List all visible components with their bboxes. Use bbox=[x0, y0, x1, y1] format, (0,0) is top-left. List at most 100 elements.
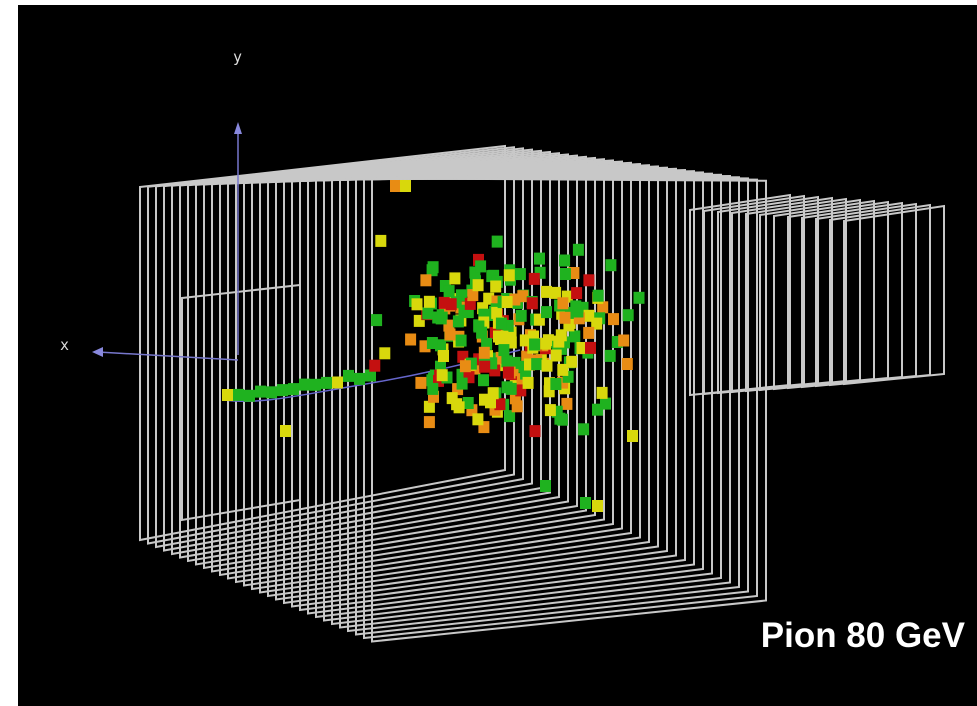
hit bbox=[557, 364, 568, 376]
hit bbox=[593, 290, 604, 302]
hit bbox=[541, 286, 552, 298]
hit bbox=[560, 312, 571, 324]
hit bbox=[545, 404, 556, 416]
hit bbox=[412, 298, 423, 310]
hit bbox=[424, 416, 435, 428]
hit bbox=[478, 374, 489, 386]
hit bbox=[540, 480, 551, 492]
hit bbox=[496, 318, 507, 330]
hit bbox=[515, 268, 526, 280]
hit bbox=[479, 394, 490, 406]
x-axis-label: x bbox=[60, 336, 69, 354]
hit bbox=[453, 315, 464, 327]
hit bbox=[310, 379, 321, 391]
hit bbox=[437, 369, 448, 381]
hit bbox=[332, 377, 343, 389]
hit bbox=[569, 330, 580, 342]
hit bbox=[583, 327, 594, 339]
hit bbox=[266, 386, 277, 398]
hit bbox=[369, 360, 380, 372]
hit bbox=[502, 296, 513, 308]
hit bbox=[559, 255, 570, 267]
hit bbox=[390, 180, 401, 192]
hit bbox=[608, 313, 619, 325]
hit bbox=[446, 298, 457, 310]
hit bbox=[570, 300, 581, 312]
hit bbox=[491, 307, 502, 319]
hit bbox=[438, 350, 449, 362]
hit bbox=[473, 279, 484, 291]
hit bbox=[444, 285, 455, 297]
hit bbox=[379, 347, 390, 359]
hit bbox=[371, 314, 382, 326]
hit bbox=[479, 347, 490, 359]
hit bbox=[427, 383, 438, 395]
hit bbox=[580, 497, 591, 509]
hit bbox=[561, 398, 572, 410]
hit bbox=[321, 377, 332, 389]
hit bbox=[592, 404, 603, 416]
hit bbox=[534, 253, 545, 265]
hit bbox=[299, 379, 310, 391]
hit bbox=[527, 297, 538, 309]
hit bbox=[578, 423, 589, 435]
hit bbox=[460, 360, 471, 372]
y-axis-label: y bbox=[233, 48, 242, 66]
hit bbox=[288, 383, 299, 395]
hit bbox=[529, 339, 540, 351]
event-display: y x Pion 80 GeV bbox=[0, 0, 977, 706]
hit bbox=[573, 244, 584, 256]
hit bbox=[255, 386, 266, 398]
hit bbox=[233, 389, 244, 401]
hit bbox=[605, 259, 616, 271]
hit bbox=[447, 392, 458, 404]
hit bbox=[560, 268, 571, 280]
hit bbox=[420, 274, 431, 286]
hit bbox=[540, 338, 551, 350]
hit bbox=[422, 307, 433, 319]
hit bbox=[497, 331, 508, 343]
hit bbox=[627, 430, 638, 442]
hit bbox=[449, 272, 460, 284]
hit bbox=[541, 306, 552, 318]
hit bbox=[583, 274, 594, 286]
hit bbox=[504, 269, 515, 281]
hit bbox=[597, 387, 608, 399]
hit bbox=[479, 361, 490, 373]
hit bbox=[622, 358, 633, 370]
hit bbox=[277, 384, 288, 396]
hit bbox=[529, 273, 540, 285]
hit bbox=[472, 413, 483, 425]
hit bbox=[354, 373, 365, 385]
hit bbox=[550, 378, 561, 390]
hit bbox=[554, 413, 565, 425]
hit bbox=[494, 398, 505, 410]
hit bbox=[605, 350, 616, 362]
hit bbox=[506, 383, 517, 395]
hit bbox=[457, 378, 468, 390]
hit bbox=[405, 334, 416, 346]
hit bbox=[531, 358, 542, 370]
hit bbox=[445, 329, 456, 341]
hit bbox=[432, 312, 443, 324]
hit bbox=[512, 400, 523, 412]
hit bbox=[490, 281, 501, 293]
hit bbox=[280, 425, 291, 437]
hit bbox=[498, 344, 509, 356]
hit bbox=[492, 236, 503, 248]
hit bbox=[415, 377, 426, 389]
hit bbox=[427, 337, 438, 349]
hit bbox=[523, 377, 534, 389]
hit bbox=[585, 342, 596, 354]
hit bbox=[517, 290, 528, 302]
hit bbox=[634, 292, 645, 304]
hit bbox=[424, 296, 435, 308]
hit bbox=[557, 297, 568, 309]
hit bbox=[476, 327, 487, 339]
caption: Pion 80 GeV bbox=[761, 616, 966, 655]
hit bbox=[542, 360, 553, 372]
hit bbox=[623, 309, 634, 321]
hit bbox=[222, 389, 233, 401]
hit bbox=[516, 310, 527, 322]
page: y x Pion 80 GeV (() => { const data = JS… bbox=[0, 0, 977, 706]
